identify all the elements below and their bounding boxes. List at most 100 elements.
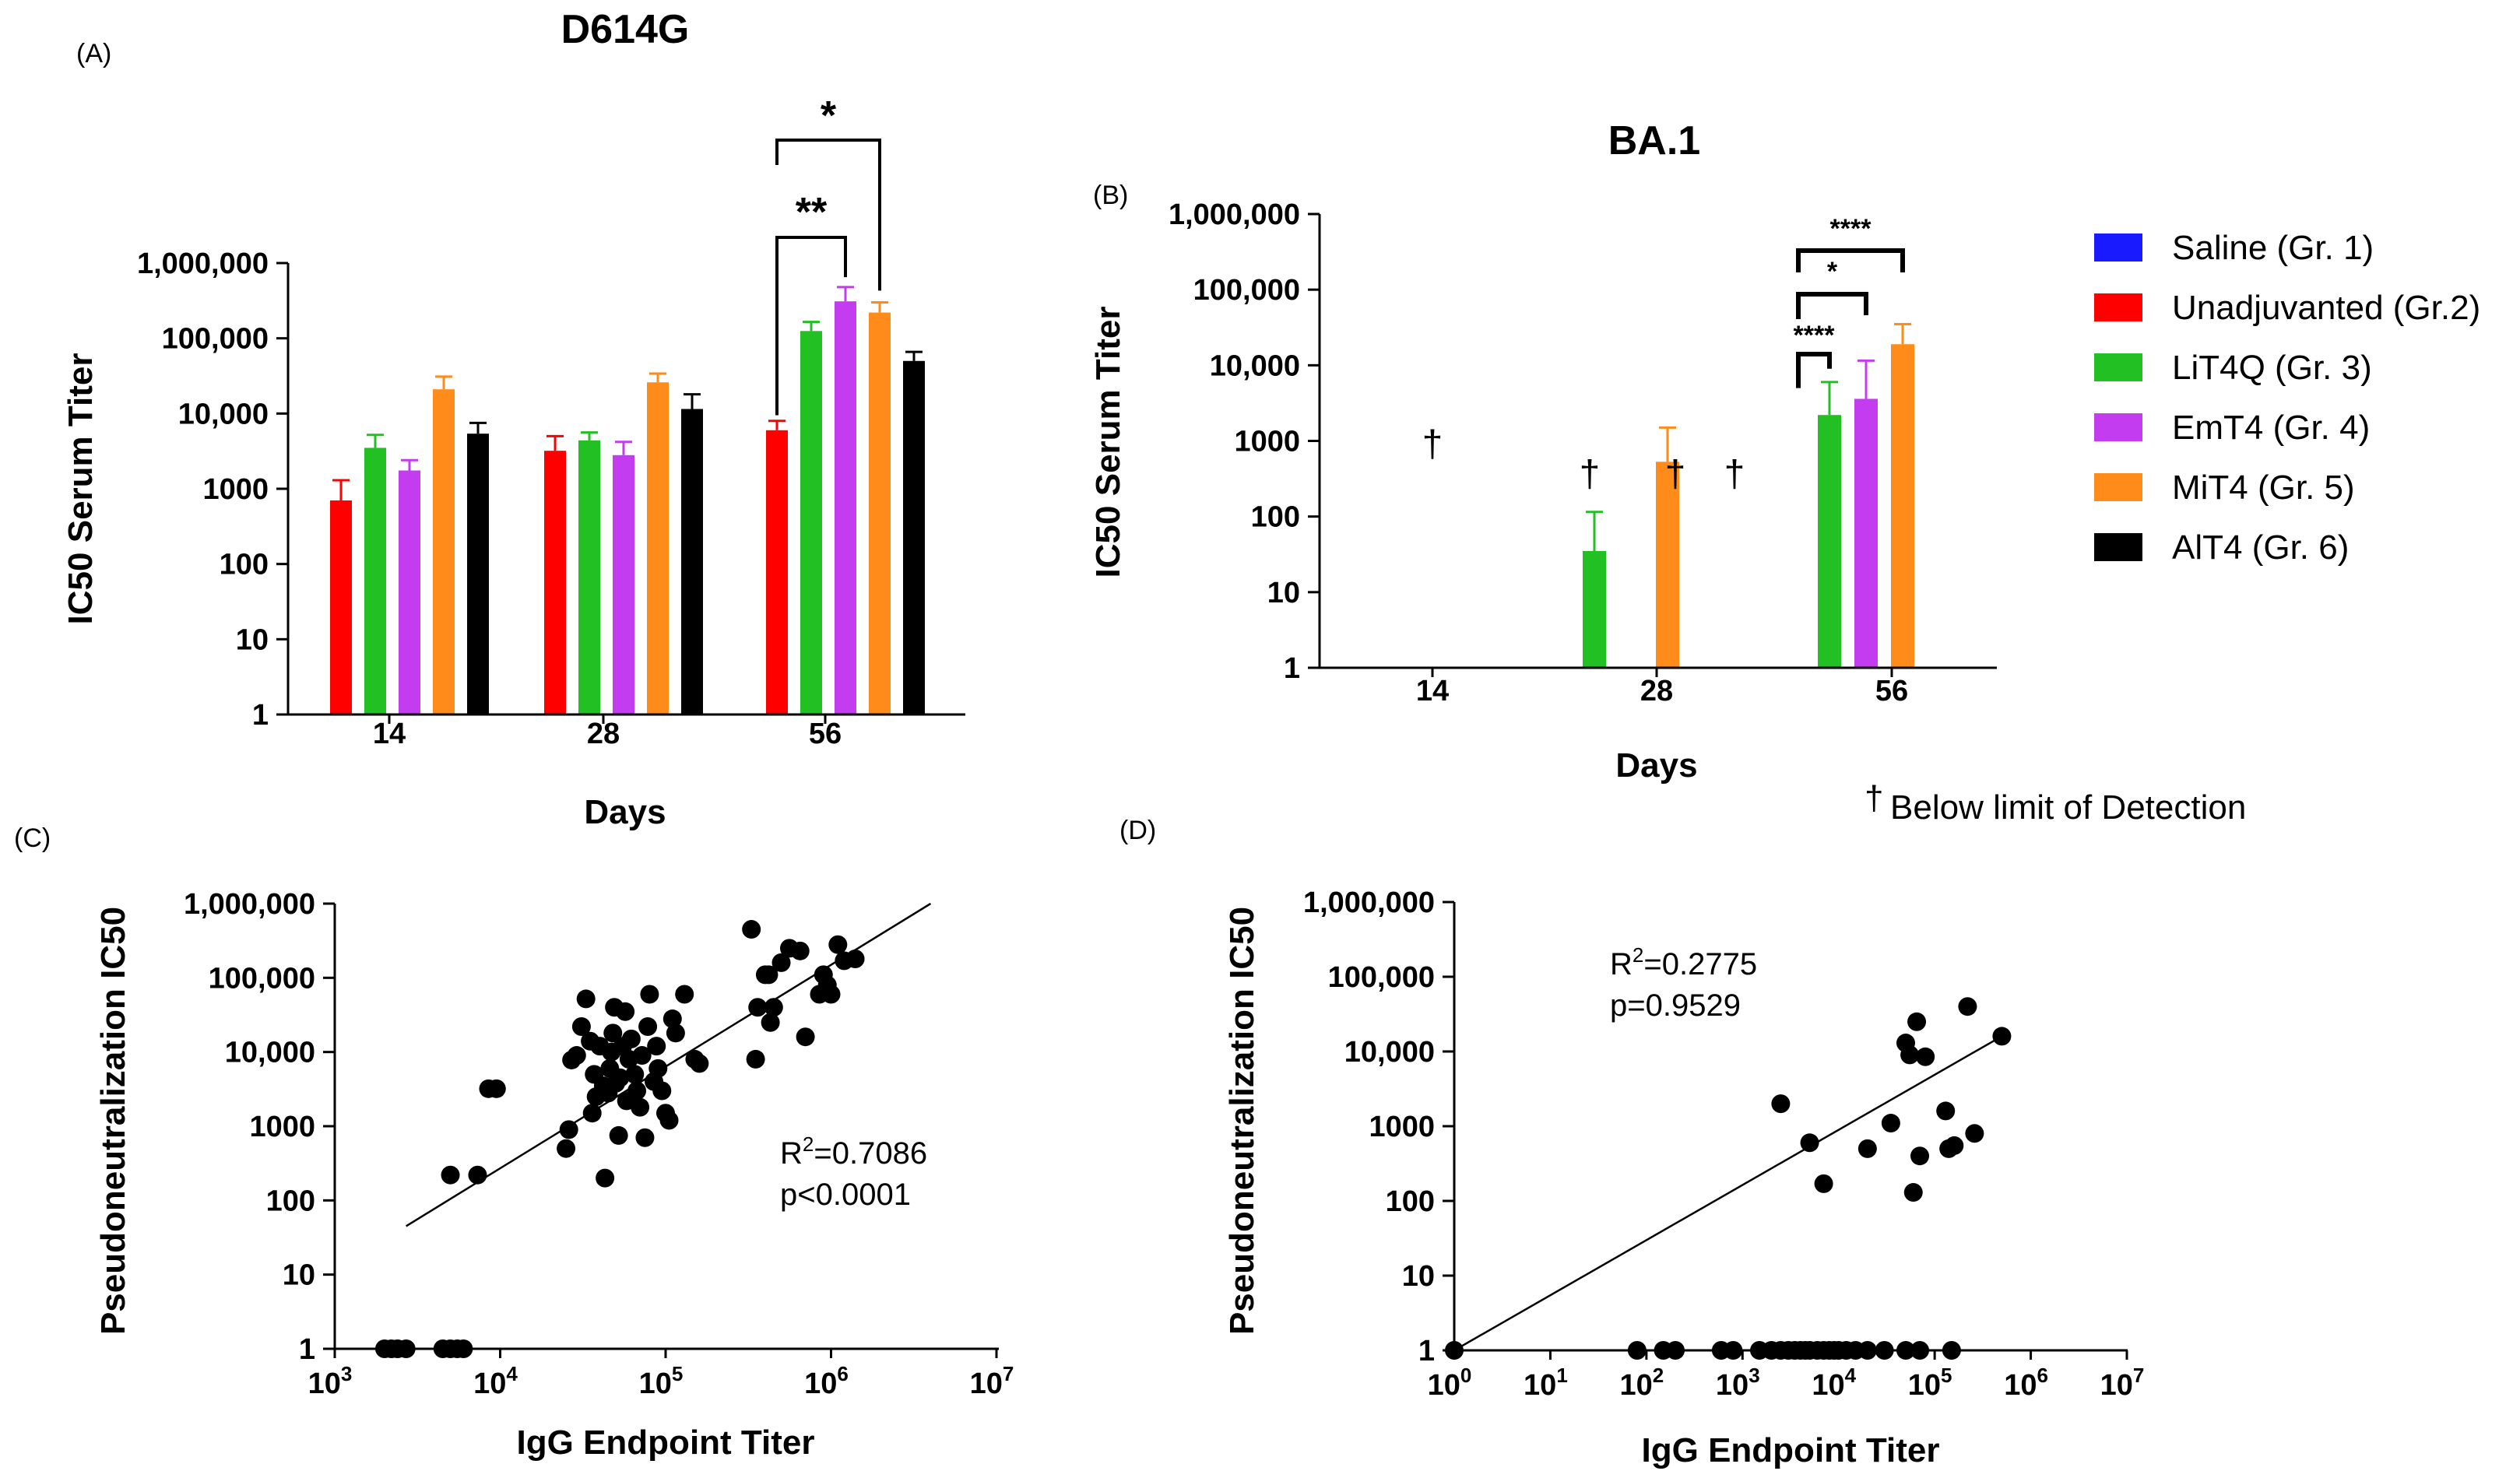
panel-b-x-ticks: 14 28 56 xyxy=(1416,668,1908,707)
y-tick-label: 100 xyxy=(266,1185,315,1217)
footnote-text: Below limit of Detection xyxy=(1890,788,2246,827)
data-point xyxy=(1910,1146,1930,1166)
panel-d-r2-annotation: R2=0.2775 xyxy=(1610,943,1757,981)
panel-d-y-label: Pseudoneutralization IC50 xyxy=(1223,907,1261,1335)
panel-a-significance: *** xyxy=(775,93,881,416)
y-tick-label: 1000 xyxy=(249,1111,315,1143)
data-point xyxy=(748,998,768,1017)
data-point xyxy=(690,1054,709,1073)
y-tick-label: 100,000 xyxy=(1193,274,1300,307)
panel-d-x-label: IgG Endpoint Titer xyxy=(1642,1431,1940,1469)
x-tick-exponent: 0 xyxy=(1460,1364,1471,1387)
panel-a-chart: (A) D614G 1 10 100 1000 10,000 100,000 1,000,0… xyxy=(62,7,965,831)
y-tick-label: 1,000,000 xyxy=(184,888,315,921)
bar xyxy=(1818,415,1841,668)
x-tick-base: 10 xyxy=(473,1367,506,1400)
x-tick-label: 106 xyxy=(2004,1364,2048,1402)
panel-b-x-label: Days xyxy=(1615,746,1697,785)
data-point xyxy=(1907,1012,1927,1031)
panel-d-y-ticks: 1 10 100 1000 10,000 100,000 1,000,000 xyxy=(1303,886,1454,1367)
data-point xyxy=(627,1081,647,1101)
significance-bracket xyxy=(1796,248,1905,272)
x-tick-label: 107 xyxy=(970,1362,1014,1400)
panel-d-fit-line xyxy=(1453,1035,2003,1352)
panel-b-significance: ********* xyxy=(1794,214,1905,388)
bar xyxy=(647,382,669,714)
data-point xyxy=(567,1046,586,1065)
panel-d-label: (D) xyxy=(1119,816,1156,845)
data-point xyxy=(821,985,841,1004)
bar xyxy=(578,440,600,714)
below-detection-dagger: † xyxy=(1665,454,1686,495)
data-point xyxy=(1800,1133,1819,1153)
regression-line xyxy=(1453,1035,2003,1352)
x-tick-label: 56 xyxy=(1875,675,1908,707)
data-point xyxy=(576,989,596,1009)
data-point xyxy=(1936,1101,1956,1121)
data-point xyxy=(571,1017,591,1037)
x-tick-base: 10 xyxy=(1619,1369,1652,1402)
y-tick-label: 10 xyxy=(236,623,269,656)
panel-c-y-label: Pseudoneutralization IC50 xyxy=(94,907,132,1335)
bar xyxy=(903,360,925,714)
x-tick-label: 103 xyxy=(1716,1364,1760,1402)
x-tick-label: 104 xyxy=(473,1362,518,1400)
bar xyxy=(467,434,489,714)
data-point xyxy=(1992,1027,2012,1046)
below-detection-dagger: † xyxy=(1580,454,1601,495)
panel-b-below-detection-marks: † † † † xyxy=(1422,424,1745,496)
x-tick-label: 101 xyxy=(1524,1364,1568,1402)
y-tick-label: 100,000 xyxy=(1328,961,1435,994)
bar xyxy=(681,409,703,714)
footnote-dagger-symbol: † xyxy=(1865,779,1883,817)
panel-d-r2-exponent: 2 xyxy=(1633,943,1643,967)
x-tick-base: 10 xyxy=(970,1367,1003,1400)
data-point xyxy=(1881,1114,1900,1133)
panel-d-points xyxy=(1445,997,2012,1360)
y-tick-label: 10,000 xyxy=(1210,349,1300,382)
x-tick-label: 28 xyxy=(1640,675,1673,707)
x-tick-label: 105 xyxy=(639,1362,684,1400)
y-tick-label: 1000 xyxy=(1234,426,1300,458)
x-tick-exponent: 4 xyxy=(506,1362,518,1385)
panel-a-label: (A) xyxy=(76,39,111,68)
data-point xyxy=(1965,1124,1984,1143)
bar xyxy=(399,470,420,714)
legend-swatch xyxy=(2094,473,2142,501)
legend-label: AlT4 (Gr. 6) xyxy=(2172,528,2349,567)
bar xyxy=(544,451,566,714)
data-point xyxy=(1900,1045,1920,1065)
bar xyxy=(766,430,788,714)
data-point xyxy=(845,949,865,968)
x-tick-label: 14 xyxy=(373,718,406,750)
panel-a-y-ticks: 1 10 100 1000 10,000 100,000 1,000,000 xyxy=(137,248,288,732)
data-point xyxy=(647,1037,666,1056)
x-tick-exponent: 3 xyxy=(341,1362,352,1385)
panel-b-label: (B) xyxy=(1093,181,1128,210)
legend-label: MiT4 (Gr. 5) xyxy=(2172,469,2355,507)
legend-label: EmT4 (Gr. 4) xyxy=(2172,409,2370,447)
significance-bracket xyxy=(775,139,881,291)
bar xyxy=(364,448,386,714)
legend-swatch xyxy=(2094,293,2142,321)
y-tick-label: 10,000 xyxy=(178,398,269,430)
data-point xyxy=(638,1017,658,1037)
x-tick-exponent: 7 xyxy=(1003,1362,1014,1385)
footnote: † Below limit of Detection xyxy=(1865,779,2246,827)
y-tick-label: 100 xyxy=(1251,501,1300,534)
x-tick-exponent: 4 xyxy=(1845,1364,1857,1387)
legend-label: LiT4Q (Gr. 3) xyxy=(2172,349,2372,387)
legend-label: Unadjuvanted (Gr.2) xyxy=(2172,289,2480,327)
panel-b-chart: (B) BA.1 1 10 100 1000 10,000 100,000 1,000,00… xyxy=(1089,118,1997,785)
significance-label: ** xyxy=(796,190,828,235)
data-point xyxy=(746,1049,765,1069)
bar xyxy=(330,500,352,714)
x-tick-base: 10 xyxy=(1428,1369,1460,1402)
data-point xyxy=(441,1165,460,1185)
panel-d-r2-value: =0.2775 xyxy=(1643,947,1757,981)
x-tick-base: 10 xyxy=(1812,1369,1844,1402)
y-tick-label: 1,000,000 xyxy=(137,248,269,280)
y-tick-label: 10,000 xyxy=(225,1037,315,1069)
